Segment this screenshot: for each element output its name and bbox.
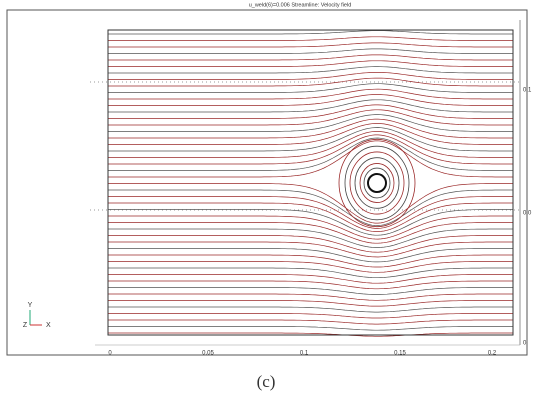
streamline	[108, 228, 513, 248]
streamline	[108, 60, 513, 67]
streamline	[108, 319, 513, 325]
streamline	[108, 123, 513, 145]
streamline	[108, 306, 513, 313]
streamline	[108, 261, 513, 273]
streamline	[108, 222, 513, 244]
streamline	[108, 109, 513, 126]
streamline	[108, 293, 513, 301]
x-tick-label: 0	[108, 351, 112, 357]
triad-label: Z	[23, 322, 28, 329]
streamline	[108, 196, 513, 229]
streamline	[108, 118, 513, 139]
x-tick-label: 0.15	[394, 351, 406, 357]
streamline	[108, 280, 513, 290]
streamline	[108, 104, 513, 119]
y-tick-label: 0.0	[523, 211, 532, 217]
cylinder	[367, 173, 387, 193]
streamline	[108, 332, 513, 337]
plot-frame	[6, 9, 528, 356]
streamline	[108, 254, 513, 268]
streamline	[344, 145, 410, 221]
streamline	[108, 274, 513, 284]
streamline	[108, 42, 513, 48]
streamline	[108, 137, 513, 171]
streamline	[108, 72, 513, 80]
streamline	[108, 131, 513, 158]
streamline	[108, 183, 513, 224]
streamline	[108, 140, 513, 178]
y-tick-label: 0	[523, 341, 527, 347]
plot-title: u_weld(6)=0.006 Streamline: Velocity fie…	[249, 2, 352, 8]
streamline	[108, 202, 513, 232]
streamline	[108, 326, 513, 331]
streamline	[108, 235, 513, 253]
streamline	[108, 300, 513, 307]
axis-triad: Y Z X	[23, 302, 51, 329]
streamline	[108, 313, 513, 319]
y-tick-label: 0.1	[523, 88, 532, 94]
triad-label: X	[46, 322, 51, 329]
streamline	[108, 267, 513, 279]
streamline	[349, 151, 405, 215]
domain-boundary	[107, 29, 514, 336]
caption: (c)	[257, 372, 276, 391]
streamline	[108, 189, 513, 226]
streamline	[108, 54, 513, 61]
streamline	[108, 215, 513, 240]
streamline	[108, 209, 513, 236]
streamline	[108, 114, 513, 132]
streamline	[108, 36, 513, 41]
streamline	[108, 88, 513, 100]
streamlines	[108, 30, 513, 337]
streamline	[363, 167, 391, 199]
streamline	[108, 83, 513, 93]
x-tick-label: 0.2	[488, 351, 497, 357]
streamline	[359, 163, 395, 203]
triad-label: Y	[28, 302, 33, 309]
x-tick-label: 0.1	[300, 351, 309, 357]
streamline	[108, 287, 513, 295]
streamline	[108, 94, 513, 106]
streamline	[108, 66, 513, 74]
streamline	[108, 99, 513, 113]
streamline	[354, 157, 400, 209]
streamline	[108, 77, 513, 87]
streamline	[108, 127, 513, 152]
streamline	[108, 248, 513, 263]
streamline	[338, 138, 416, 228]
streamline	[108, 134, 513, 165]
streamline	[108, 48, 513, 54]
streamline	[108, 241, 513, 258]
streamline	[108, 30, 513, 35]
x-tick-label: 0.05	[202, 351, 214, 357]
